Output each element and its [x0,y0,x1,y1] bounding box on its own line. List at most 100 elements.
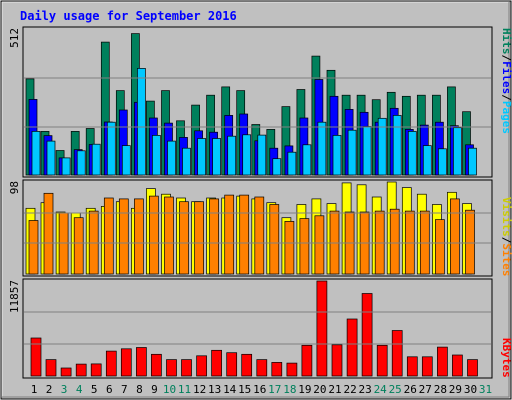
x-tick-label-26: 26 [404,383,417,396]
kbytes-kbytes-bar-1 [30,337,42,377]
hits-files-pages-pages-bar-7 [121,145,131,176]
kbytes-kbytes-bar-5 [90,363,102,377]
x-tick-label-12: 12 [193,383,206,396]
kbytes-kbytes-bar-17 [271,362,283,377]
hits-files-pages-pages-bar-24 [377,117,387,176]
hits-files-pages-pages-bar-18 [287,151,297,176]
x-tick-label-22: 22 [343,383,356,396]
kbytes-kbytes-bar-7 [120,348,132,377]
kbytes-kbytes-bar-19 [301,344,313,377]
x-tick-label-3: 3 [61,383,68,396]
sites-visits-sites-bar-20 [314,215,325,275]
x-tick-label-30: 30 [464,383,477,396]
kbytes-kbytes-bar-10 [166,359,177,377]
x-tick-label-15: 15 [238,383,251,396]
hits-files-pages-pages-bar-15 [242,134,252,176]
sites-legend: Visits/Sites [500,197,512,277]
sites-visits-sites-bar-8 [134,198,144,275]
sites-visits-sites-bar-6 [103,197,114,275]
kbytes-kbytes-bar-28 [437,346,448,377]
kbytes-kbytes-bar-30 [467,359,478,377]
kbytes-kbytes-bar-25 [391,330,403,377]
sites-visits-sites-bar-29 [450,198,460,275]
legend-sites: Sites [500,243,512,276]
legend-files: Files [500,61,512,94]
hits-files-pages-pages-bar-5 [91,143,101,176]
hits-files-pages-pages-bar-4 [76,150,86,176]
x-tick-label-13: 13 [208,383,221,396]
hits-files-pages-pages-bar-8 [137,68,146,176]
sites-visits-sites-bar-15 [239,194,250,275]
x-tick-label-11: 11 [178,383,191,396]
sites-visits-sites-bar-10 [164,196,174,275]
hits-files-pages-pages-bar-19 [302,144,312,176]
hits-files-pages-pages-bar-23 [362,126,372,176]
hits-files-pages-pages-bar-10 [167,140,176,176]
kbytes-kbytes-bar-24 [376,344,388,377]
x-tick-label-9: 9 [151,383,158,396]
sites-visits-sites-bar-19 [299,218,310,275]
x-tick-label-19: 19 [298,383,311,396]
x-tick-label-27: 27 [419,383,432,396]
hits-files-pages-pages-bar-30 [468,147,477,176]
sites-visits-sites-bar-16 [254,196,265,275]
hits-legend: Hits/Files/Pages [500,28,512,134]
gridlines-layer [24,77,491,345]
x-tick-label-25: 25 [389,383,402,396]
x-tick-label-8: 8 [136,383,143,396]
x-tick-label-5: 5 [91,383,98,396]
sites-visits-sites-bar-14 [224,194,235,275]
kbytes-kbytes-bar-26 [406,356,418,377]
hits-files-pages-pages-bar-28 [438,148,447,176]
kbytes-kbytes-bar-12 [196,355,207,377]
x-tick-label-2: 2 [46,383,53,396]
x-tick-label-14: 14 [223,383,237,396]
sites-visits-sites-bar-17 [269,204,280,275]
x-tick-label-28: 28 [434,383,447,396]
hits-files-pages-pages-bar-6 [106,121,116,176]
chart-title: Daily usage for September 2016 [20,9,237,23]
hits-files-pages-pages-bar-29 [453,127,462,176]
sites-visits-sites-bar-28 [435,219,445,275]
hits-files-pages-pages-bar-22 [347,129,357,176]
kbytes-kbytes-bar-13 [211,349,222,377]
hits-files-pages-pages-bar-1 [31,131,41,176]
kbytes-kbytes-bar-3 [60,367,72,377]
sites-visits-sites-bar-12 [194,201,204,275]
kbytes-kbytes-bar-6 [105,350,117,377]
sites-visits-sites-bar-2 [43,192,54,275]
sites-scale-label: 98 [8,181,21,194]
x-tick-label-20: 20 [313,383,326,396]
hits-files-pages-pages-bar-14 [227,135,237,176]
hits-files-pages-pages-bar-13 [212,138,221,176]
hits-files-pages-pages-bar-26 [407,131,417,176]
kbytes-kbytes-bar-15 [241,353,253,377]
hits-files-pages-pages-bar-3 [61,157,71,176]
hits-files-pages-pages-bar-27 [422,145,432,176]
x-tick-labels: 1 2 3 4 5 6 7 8 9 10 11 12 13 14 15 16 17 18 19 20 21 22 23 24 2… [31,383,492,396]
legend-visits: Visits [500,197,512,237]
kbytes-kbytes-bar-22 [346,318,358,377]
sites-visits-sites-bar-13 [209,198,219,275]
legend-hits: Hits [500,28,512,55]
sites-visits-sites-bar-25 [389,208,400,275]
x-tick-label-17: 17 [268,383,281,396]
x-tick-label-29: 29 [449,383,462,396]
sites-visits-sites-bar-18 [284,221,295,275]
sites-visits-sites-bar-7 [118,198,129,275]
sites-visits-sites-bar-1 [28,220,39,275]
kbytes-kbytes-bar-27 [421,356,433,377]
legend-pages: Pages [500,101,512,134]
hits-files-pages-pages-bar-16 [257,134,267,176]
kbytes-kbytes-bar-29 [452,354,463,377]
sites-visits-sites-bar-4 [73,217,84,275]
kbytes-kbytes-bar-4 [75,363,87,377]
hits-files-pages-pages-bar-17 [272,158,282,176]
x-tick-label-24: 24 [374,383,388,396]
kbytes-kbytes-bar-20 [316,280,328,377]
hits-files-pages-pages-bar-2 [46,140,56,176]
sites-visits-sites-bar-11 [179,201,189,275]
kbytes-kbytes-bar-11 [181,359,192,377]
sites-visits-sites-bar-9 [149,195,159,275]
